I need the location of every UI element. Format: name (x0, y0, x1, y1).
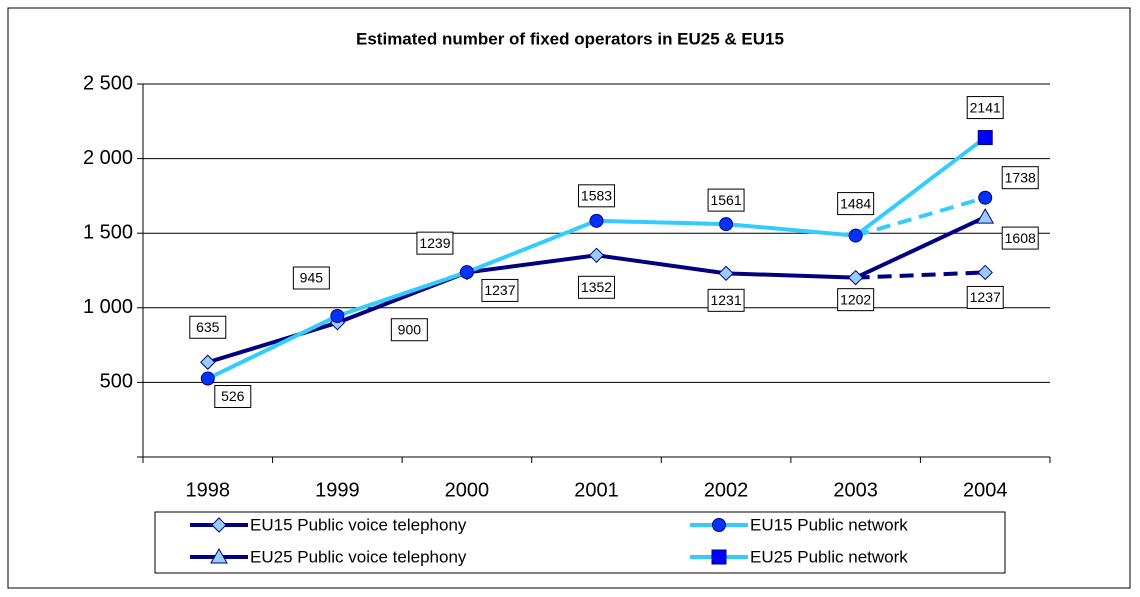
x-tick-label: 2000 (445, 479, 490, 501)
y-tick-label: 500 (100, 371, 133, 393)
marker (200, 354, 216, 370)
series-line (854, 135, 987, 238)
marker (719, 217, 734, 232)
data-label-box (292, 266, 330, 290)
marker (977, 264, 993, 281)
x-tick-label: 2001 (574, 479, 619, 501)
x-tick-label: 1999 (315, 479, 360, 501)
data-label-box (189, 315, 227, 339)
legend-label: EU25 Public network (750, 547, 908, 566)
marker (210, 547, 228, 564)
data-label: 2141 (970, 99, 1001, 115)
x-tick-label: 2004 (963, 479, 1008, 501)
data-label-box (966, 285, 1004, 309)
data-label-box (578, 184, 615, 208)
data-label: 1352 (581, 279, 612, 295)
data-label-box (707, 188, 745, 212)
marker (848, 228, 863, 243)
marker (847, 269, 864, 286)
data-label-box (214, 385, 252, 409)
data-label: 635 (196, 319, 220, 335)
chart-title: Estimated number of fixed operators in E… (356, 29, 784, 48)
data-label-box (1001, 226, 1039, 250)
data-label-box (481, 278, 519, 302)
data-label: 1738 (1005, 169, 1036, 185)
data-label: 526 (221, 388, 245, 404)
data-label: 1202 (840, 291, 871, 307)
data-label: 1239 (419, 235, 450, 251)
data-label-box (966, 96, 1004, 120)
data-label-box (837, 192, 875, 216)
x-tick-label: 2002 (704, 479, 749, 501)
y-tick-label: 1 500 (83, 221, 133, 243)
marker (977, 130, 993, 146)
series-line (206, 218, 856, 381)
data-label-box (416, 231, 454, 255)
series-line (855, 195, 986, 238)
data-label-box (837, 288, 875, 312)
y-tick-label: 2 000 (83, 147, 133, 169)
series-line (207, 253, 856, 365)
data-label: 1561 (710, 192, 741, 208)
legend-label: EU15 Public voice telephony (250, 515, 467, 534)
legend-box (154, 511, 1006, 574)
chart-border (7, 7, 1131, 589)
marker (459, 265, 474, 280)
data-label: 900 (398, 321, 422, 337)
data-label: 1583 (581, 188, 612, 204)
data-label: 945 (300, 270, 324, 286)
data-label-box (1001, 166, 1039, 190)
x-tick-label: 2003 (833, 479, 878, 501)
data-label: 1237 (970, 289, 1001, 305)
series-line (854, 215, 987, 280)
marker (978, 190, 993, 205)
data-label-box (390, 318, 428, 342)
y-tick-label: 2 500 (83, 72, 133, 94)
marker (200, 371, 215, 386)
marker (589, 213, 604, 228)
data-label-box (707, 288, 745, 312)
data-label: 1608 (1005, 230, 1036, 246)
marker (588, 247, 605, 263)
marker (711, 549, 727, 565)
legend-label: EU15 Public network (750, 515, 908, 534)
data-label-box (578, 275, 615, 299)
data-label: 1484 (840, 195, 871, 211)
y-tick-label: 1 000 (83, 296, 133, 318)
x-tick-label: 1998 (186, 479, 231, 501)
marker (211, 517, 227, 533)
data-label: 1237 (484, 282, 515, 298)
marker (718, 265, 734, 282)
marker (976, 208, 995, 224)
data-label: 1231 (710, 292, 741, 308)
marker (712, 518, 726, 532)
legend-label: EU25 Public voice telephony (250, 547, 467, 566)
marker (330, 309, 345, 324)
